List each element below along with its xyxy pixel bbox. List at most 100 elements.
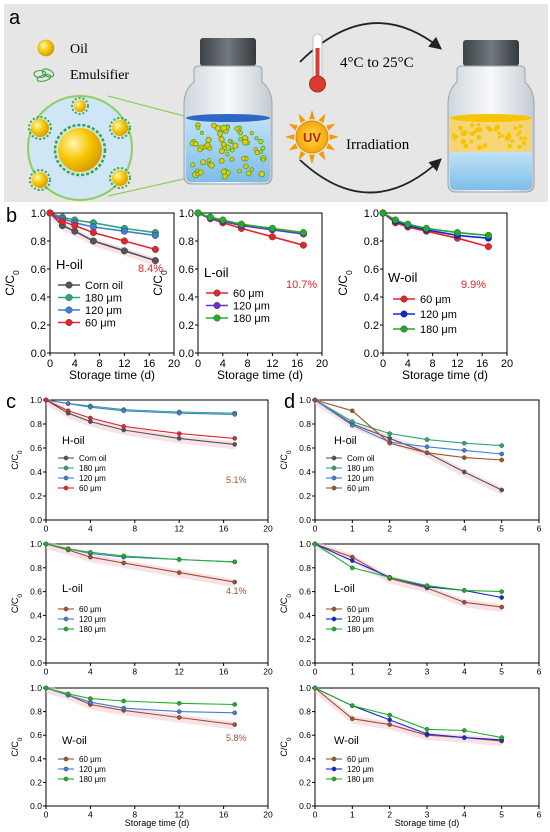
data-point bbox=[461, 735, 467, 740]
x-tick-label: 0 bbox=[44, 667, 49, 677]
separated-oil-droplet bbox=[482, 143, 488, 148]
sun-ray bbox=[329, 134, 339, 140]
error-band bbox=[46, 541, 235, 588]
legend-swatch-marker bbox=[63, 616, 69, 622]
x-tick-label: 0 bbox=[313, 667, 318, 677]
jar-droplet bbox=[258, 170, 265, 178]
x-tick-label: 0 bbox=[195, 358, 201, 370]
legend-swatch-marker bbox=[63, 776, 69, 782]
legend-entry: 120 μm bbox=[347, 615, 374, 624]
sun-ray bbox=[285, 134, 295, 140]
magnified-droplets bbox=[28, 97, 131, 191]
legend-swatch-marker bbox=[63, 455, 69, 461]
y-tick-label: 1.0 bbox=[30, 395, 42, 405]
data-point bbox=[422, 224, 430, 232]
x-tick-label: 16 bbox=[291, 358, 303, 370]
y-tick-label: 0.8 bbox=[299, 419, 311, 429]
separated-oil-droplet bbox=[470, 123, 474, 128]
jar-droplet bbox=[241, 156, 247, 161]
jar-droplet bbox=[195, 125, 201, 130]
separated-oil-droplet bbox=[469, 131, 472, 135]
separated-oil-droplet bbox=[486, 125, 491, 130]
y-tick-label: 1.0 bbox=[299, 683, 311, 693]
separated-oil-droplet bbox=[517, 130, 522, 135]
jar-droplet bbox=[197, 147, 203, 153]
data-point bbox=[349, 558, 355, 564]
x-tick-label: 4 bbox=[72, 358, 78, 370]
legend-entry: 60 μm bbox=[347, 605, 370, 614]
data-point bbox=[219, 216, 227, 224]
data-point bbox=[499, 451, 505, 457]
legend-swatch-marker bbox=[63, 766, 69, 772]
y-tick-label: 0.6 bbox=[364, 264, 379, 276]
data-point bbox=[46, 209, 54, 217]
y-tick-label: 1.0 bbox=[364, 208, 379, 220]
separated-oil-droplet bbox=[476, 135, 482, 140]
series-180-um bbox=[312, 541, 505, 594]
schematic-panel: a Oil Emulsifier bbox=[4, 4, 548, 202]
sun-ray bbox=[288, 123, 298, 131]
y-tick-label: 0.6 bbox=[30, 443, 42, 453]
x-tick-label: 4 bbox=[462, 667, 467, 677]
y-tick-label: 0.8 bbox=[30, 419, 42, 429]
data-point bbox=[461, 448, 467, 453]
sun-ray bbox=[326, 143, 336, 151]
chart-d-w-oil: 0 1 2 3 4 5 6 0.0 0.2 0.4 0.6 0.8 1.0 Storage time (d… bbox=[279, 683, 542, 828]
error-band bbox=[315, 685, 502, 747]
separated-oil-droplet bbox=[460, 138, 467, 145]
separated-oil-droplet bbox=[518, 124, 523, 129]
y-axis-label: C/C0 bbox=[10, 594, 24, 614]
legend-entry: 180 μm bbox=[233, 313, 270, 325]
x-tick-label: 0 bbox=[313, 810, 318, 820]
data-point bbox=[299, 229, 307, 237]
jar-droplet bbox=[199, 130, 204, 135]
x-tick-label: 16 bbox=[143, 358, 155, 370]
sun-ray bbox=[326, 123, 336, 131]
irradiation-arrow bbox=[299, 158, 442, 194]
y-axis-label: C/C0 bbox=[10, 450, 24, 470]
data-point bbox=[151, 231, 159, 239]
x-tick-label: 5 bbox=[499, 667, 504, 677]
y-tick-label: 0.4 bbox=[31, 292, 46, 304]
emulsion-jar bbox=[183, 38, 273, 185]
oil-type-label: W-oil bbox=[388, 270, 417, 285]
legend-swatch-marker bbox=[65, 319, 73, 327]
jar-droplet bbox=[218, 157, 225, 164]
jar-droplet bbox=[225, 152, 230, 157]
legend-entry: 60 μm bbox=[79, 755, 102, 764]
x-tick-label: 2 bbox=[387, 667, 392, 677]
jar-droplet bbox=[220, 168, 227, 175]
data-point bbox=[121, 705, 126, 711]
uv-badge: UV bbox=[303, 130, 321, 145]
data-point bbox=[461, 728, 467, 733]
series-line bbox=[45, 687, 235, 714]
emulsifier-label: Emulsifier bbox=[70, 68, 129, 83]
jar-droplet bbox=[238, 130, 244, 136]
legend-swatch-marker bbox=[331, 606, 337, 612]
x-tick-label: 4 bbox=[462, 524, 467, 534]
series-line bbox=[45, 543, 235, 583]
data-point bbox=[349, 716, 355, 722]
plot-frame bbox=[49, 212, 175, 354]
y-tick-label: 0.6 bbox=[179, 264, 194, 276]
zoom-line-bottom bbox=[107, 177, 189, 197]
data-point bbox=[89, 229, 97, 237]
data-point bbox=[176, 557, 182, 562]
jar-droplet bbox=[245, 170, 252, 177]
legend-entry: 120 μm bbox=[420, 309, 457, 321]
y-tick-label: 0.8 bbox=[299, 707, 311, 717]
data-point bbox=[424, 583, 430, 588]
chart-d-h-oil: 0 1 2 3 4 5 6 0.0 0.2 0.4 0.6 0.8 1.0 C/C0 H-oil Corn o… bbox=[279, 395, 542, 534]
data-point bbox=[176, 410, 182, 416]
data-point bbox=[387, 717, 393, 723]
oil-type-label: W-oil bbox=[334, 735, 359, 747]
separated-oil-droplet bbox=[477, 144, 483, 151]
y-axis-label: C/C0 bbox=[279, 737, 293, 757]
data-point bbox=[453, 229, 461, 237]
x-tick-label: 12 bbox=[266, 358, 278, 370]
legend-entry: 60 μm bbox=[347, 484, 370, 493]
